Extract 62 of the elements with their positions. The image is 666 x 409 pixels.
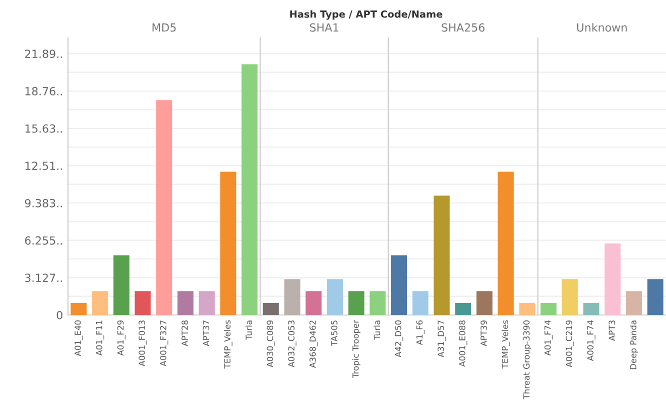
x-tick-label: A1_F6 xyxy=(416,320,424,346)
bar xyxy=(540,303,557,315)
x-tick-label: A030_C089 xyxy=(266,320,275,368)
bar xyxy=(476,291,492,315)
x-tick-label: TEMP_Veles xyxy=(224,320,232,369)
x-tick-label: A032_C053 xyxy=(288,320,296,368)
bar xyxy=(647,279,664,315)
x-tick-label: APT28 xyxy=(182,320,188,346)
chart-title: SHA1 xyxy=(310,23,338,32)
chart-title: MD5 xyxy=(152,23,176,32)
bar xyxy=(498,172,514,315)
x-tick-label: TA505 xyxy=(331,320,338,346)
bar xyxy=(220,172,236,315)
x-tick-label: A01_E40 xyxy=(74,320,83,356)
x-tick-label: A001_F327 xyxy=(160,320,168,366)
bar xyxy=(562,279,578,315)
y-tick-label: 0 xyxy=(56,310,62,320)
chart-title: SHA256 xyxy=(442,23,485,32)
bar xyxy=(412,291,428,315)
x-tick-label: TEMP_Veles xyxy=(502,320,510,369)
y-tick-label: 9.383.. xyxy=(24,198,62,208)
bar xyxy=(134,291,151,315)
x-tick-label: Turla xyxy=(246,320,252,340)
x-tick-label: A001_C219 xyxy=(566,320,574,368)
bar xyxy=(113,255,130,315)
text: Hash Type / APT Code/Name xyxy=(290,10,442,20)
bar xyxy=(604,243,621,315)
bar xyxy=(519,303,536,315)
y-tick-label: 6.255.. xyxy=(25,236,62,245)
x-tick-label: Turla xyxy=(374,320,380,340)
y-tick-label: 3.127.. xyxy=(25,274,62,282)
bar xyxy=(626,291,642,315)
x-tick-label: A31_D57 xyxy=(438,320,446,358)
x-tick-label: A01_F74 xyxy=(544,320,553,356)
x-tick-label: A01_F29 xyxy=(117,320,126,356)
x-tick-label: APT37 xyxy=(202,320,210,346)
x-tick-label: A42_D50 xyxy=(394,320,404,358)
bar xyxy=(177,291,194,315)
bar xyxy=(391,255,408,315)
chart-title: Unknown xyxy=(577,23,627,32)
bar xyxy=(242,64,258,315)
bar xyxy=(70,303,87,315)
x-tick-label: Deep Panda xyxy=(630,320,638,370)
x-tick-label: Tropic Trooper xyxy=(352,320,360,378)
x-tick-label: A001_E088 xyxy=(459,320,468,367)
bar xyxy=(434,196,450,315)
y-tick-label: 18.76.. xyxy=(25,86,62,96)
x-tick-label: Threat Group-3390 xyxy=(523,320,532,400)
bar xyxy=(156,100,172,315)
y-tick-label: 21.89.. xyxy=(25,50,62,58)
bar xyxy=(583,303,600,315)
x-tick-label: APT39 xyxy=(480,320,487,346)
x-tick-label: A368_D462 xyxy=(310,320,318,368)
bar xyxy=(455,303,472,315)
y-tick-label: 12.51.. xyxy=(25,162,62,170)
x-tick-label: A01_F11 xyxy=(96,320,104,356)
x-tick-label: APT3 xyxy=(608,320,616,341)
x-tick-label: A001_F013 xyxy=(138,320,147,366)
x-tick-label: A001_F74 xyxy=(587,320,596,361)
bar xyxy=(198,291,215,315)
bar xyxy=(92,291,108,315)
y-tick-label: 15.63.. xyxy=(25,124,62,133)
